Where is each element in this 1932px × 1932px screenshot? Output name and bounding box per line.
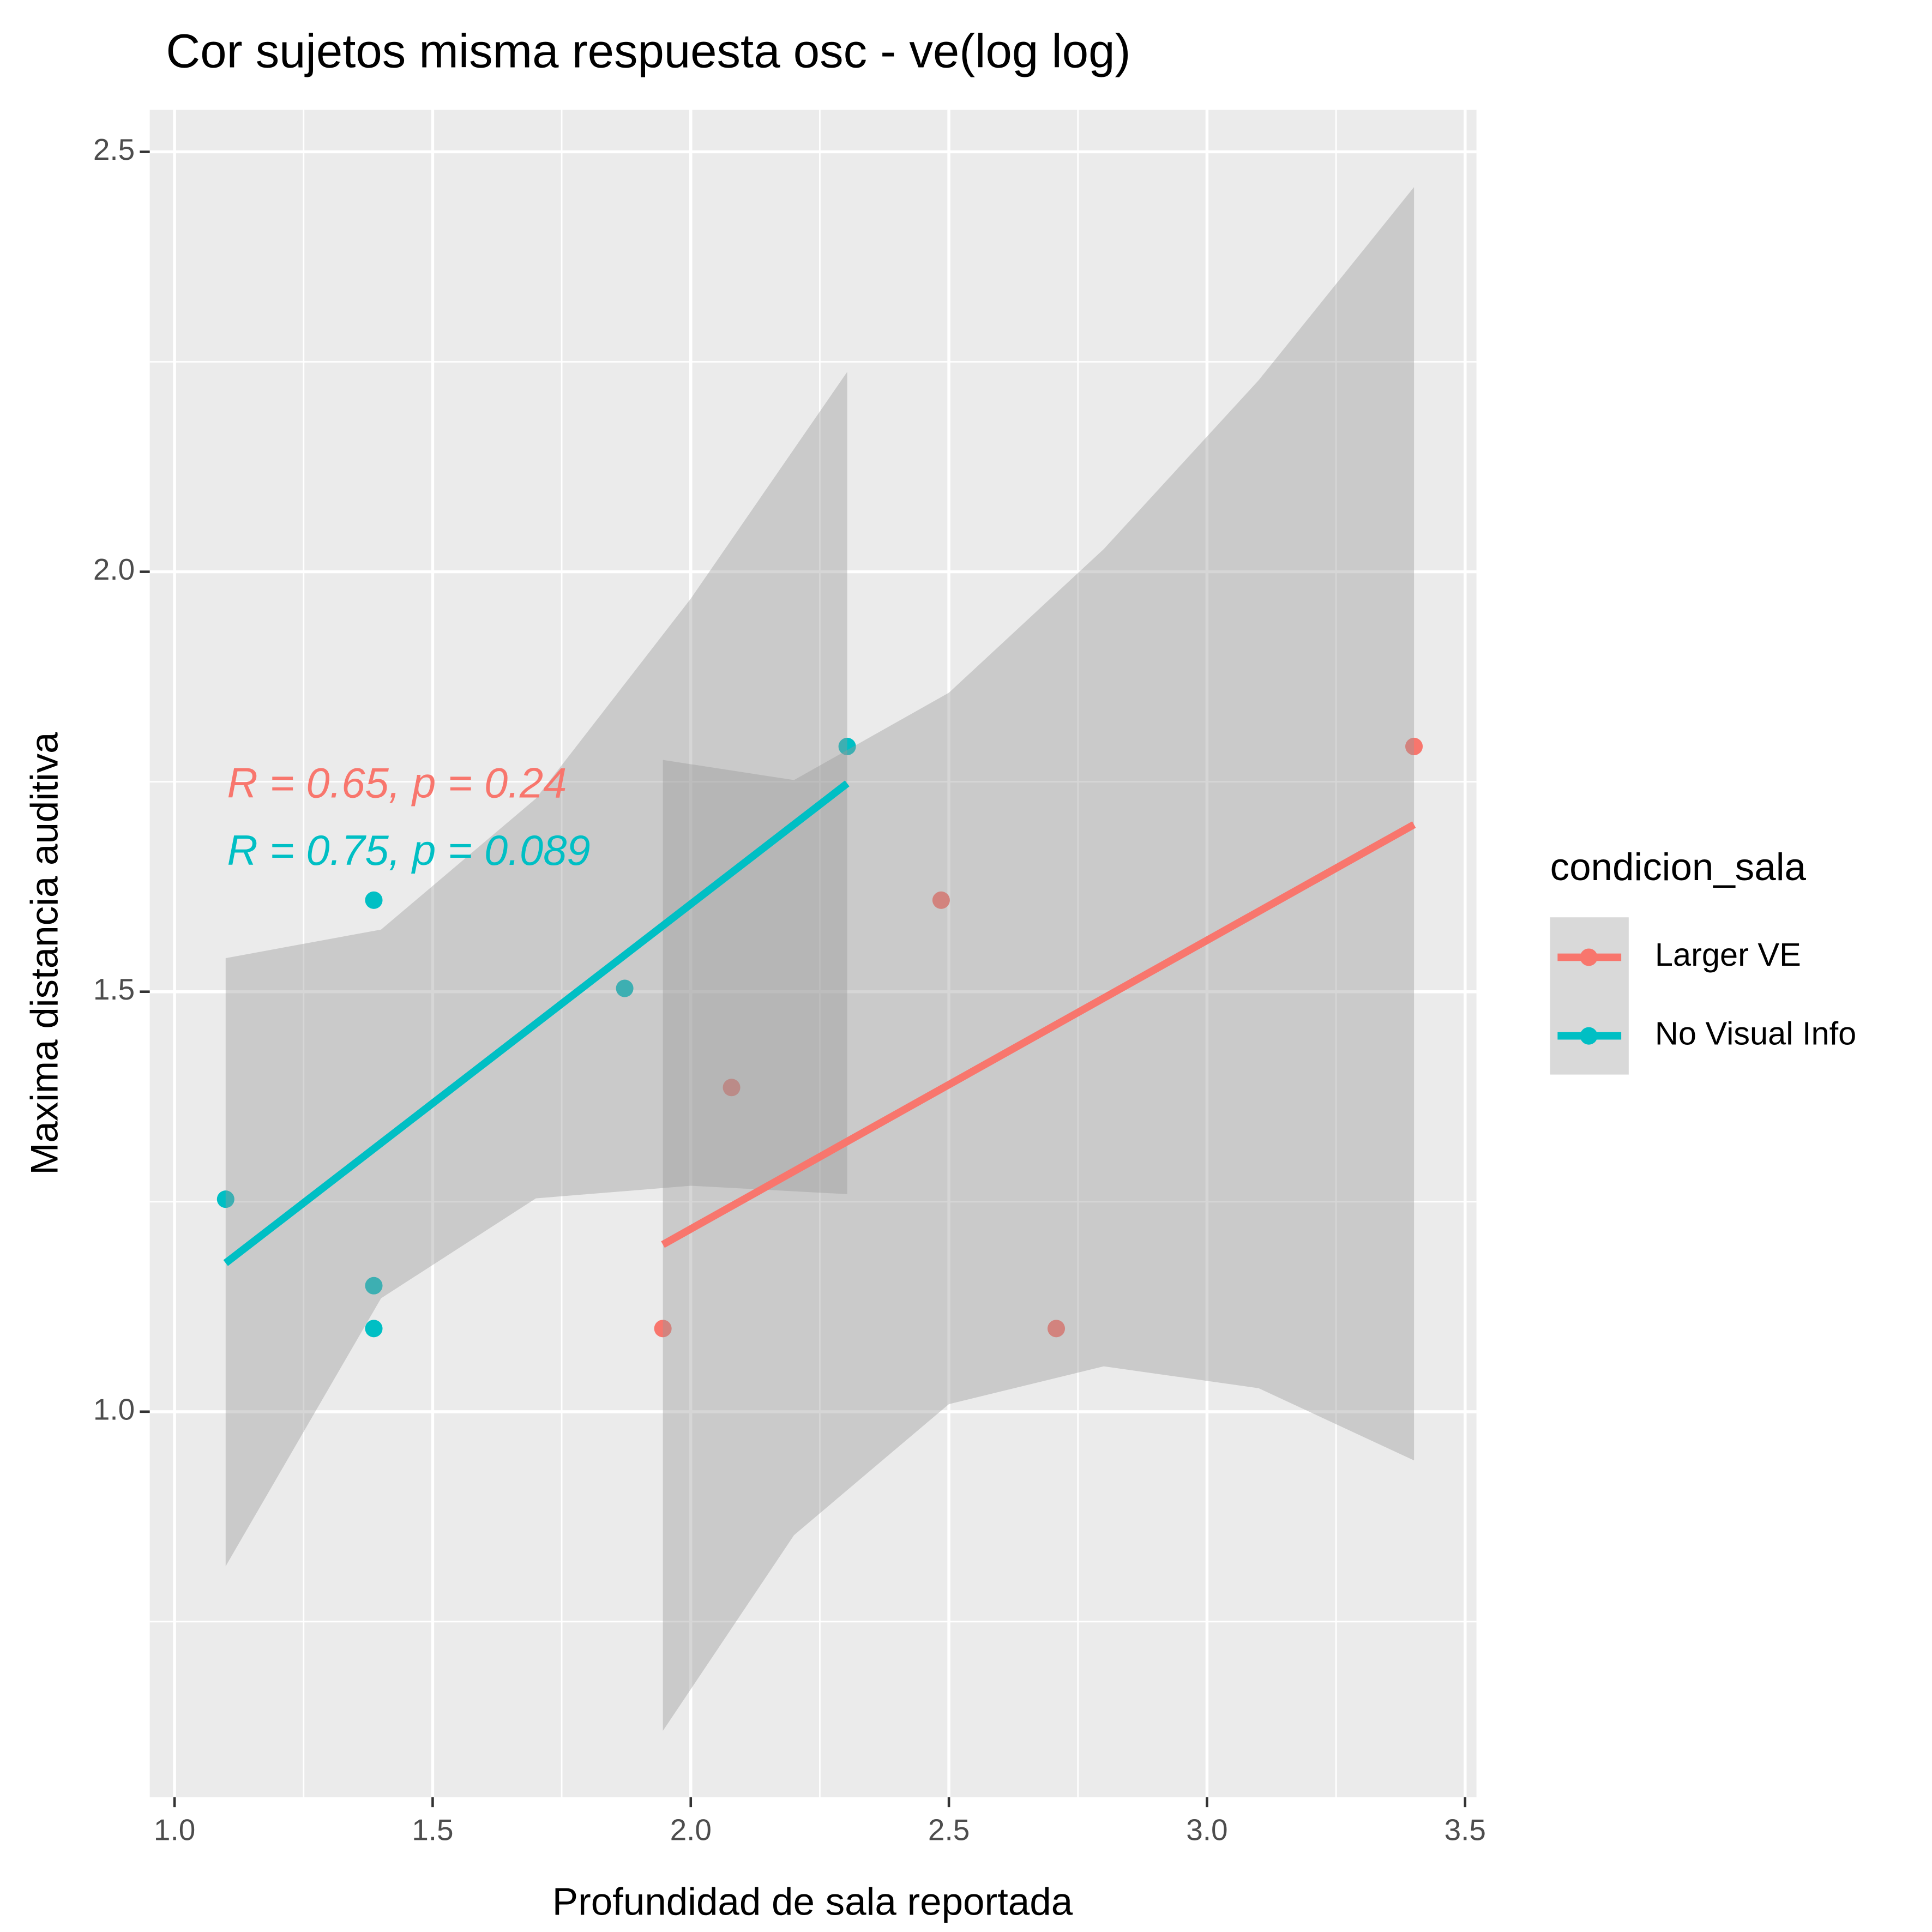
legend-label: No Visual Info [1655,1015,1856,1051]
point [932,891,950,909]
confidence-band [663,187,1415,1731]
confidence-band [225,371,847,1567]
annotation: R = 0.65, p = 0.24 [227,760,567,806]
legend-point [1580,1027,1598,1045]
x-tick-label: 1.0 [154,1813,195,1846]
point [838,737,856,755]
legend-label: Larger VE [1655,936,1801,973]
chart-title: Cor sujetos misma respuesta osc - ve(log… [166,25,1130,78]
x-axis-title: Profundidad de sala reportada [552,1880,1073,1923]
point [365,1320,383,1338]
x-tick-label: 2.0 [670,1813,712,1846]
panel [149,110,1477,1797]
annotation: R = 0.75, p = 0.089 [227,827,591,874]
legend-point [1580,948,1598,966]
point [1047,1320,1066,1338]
marks [216,187,1423,1731]
x-tick-label: 3.0 [1186,1813,1227,1846]
y-tick-label: 1.5 [93,972,135,1006]
legend-title: condicion_sala [1550,846,1807,889]
regression-line [223,780,850,1266]
y-tick-label: 2.0 [93,552,135,586]
y-axis-title: Maxima distancia auditiva [23,732,67,1175]
point [654,1320,672,1338]
x-tick-label: 3.5 [1445,1813,1486,1846]
point [616,979,634,997]
x-tick-label: 2.5 [928,1813,970,1846]
y-tick-label: 1.0 [93,1392,135,1426]
grid [149,110,1477,1797]
point [216,1190,234,1208]
point [1405,737,1423,755]
x-tick-label: 1.5 [412,1813,453,1846]
regression-line [661,821,1416,1248]
point [365,891,383,909]
y-tick-label: 2.5 [93,133,135,166]
point [723,1079,741,1097]
point [365,1277,383,1295]
